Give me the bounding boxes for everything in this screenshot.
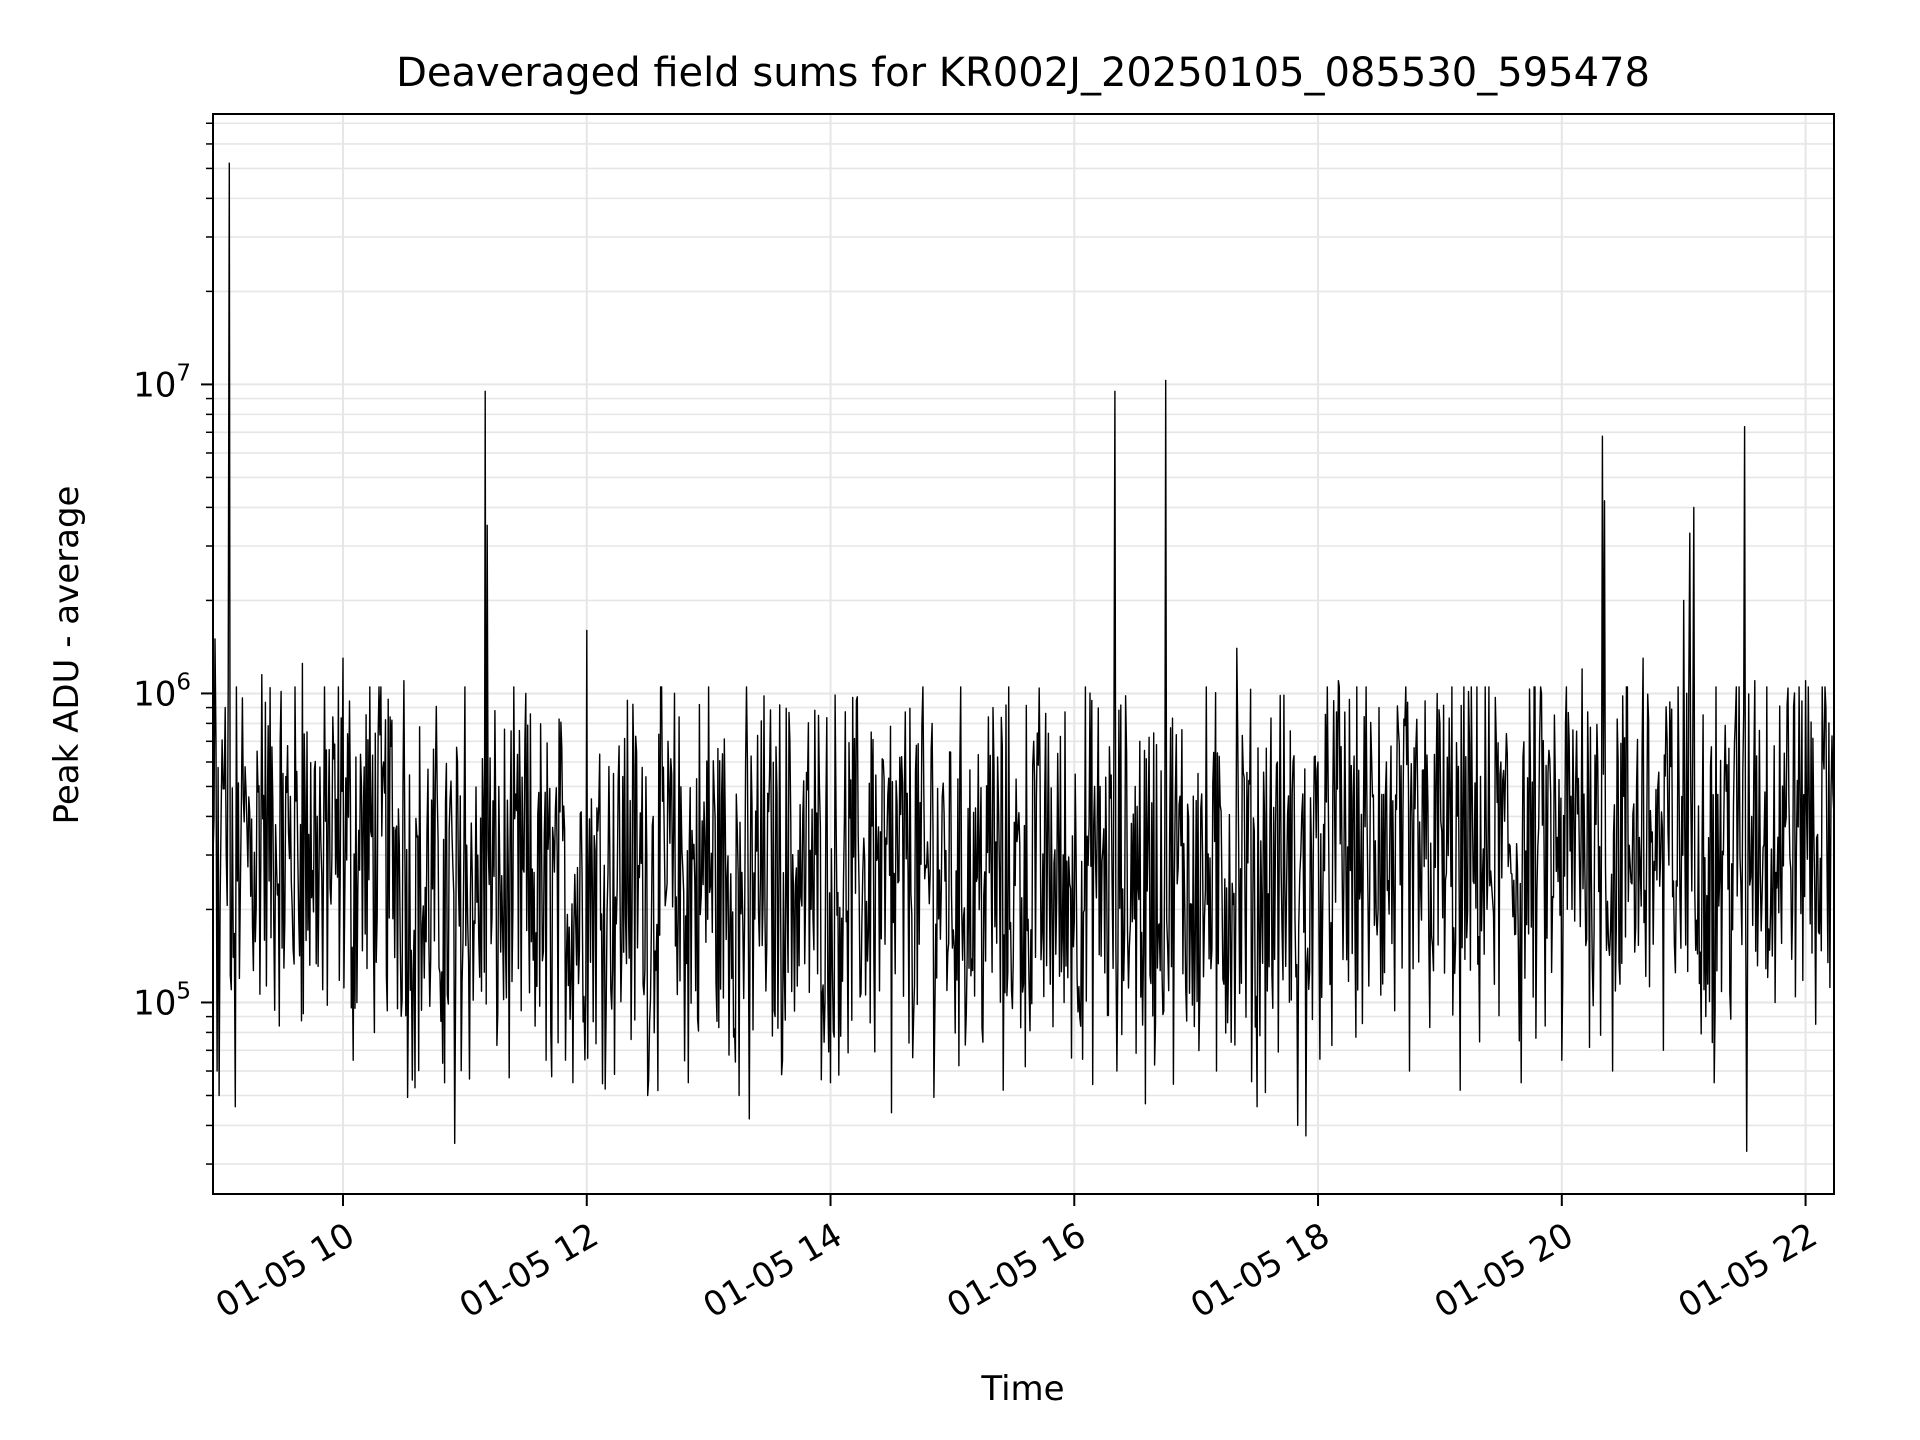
series-line (212, 162, 1835, 1152)
x-axis-label: Time (980, 1369, 1064, 1409)
chart-title: Deaveraged field sums for KR002J_2025010… (396, 50, 1650, 96)
series-layer (212, 162, 1835, 1152)
plot-frame (212, 113, 1835, 1195)
y-tick-exponent: 7 (176, 360, 191, 386)
y-tick-exponent: 6 (176, 669, 191, 695)
y-tick-base: 10 (133, 365, 176, 405)
y-tick-base: 10 (133, 983, 176, 1023)
y-axis-label: Peak ADU - average (47, 486, 87, 825)
y-tick-label: 105 (133, 978, 191, 1023)
y-tick-exponent: 5 (176, 978, 191, 1004)
y-tick-label: 106 (133, 669, 191, 714)
y-tick-label: 107 (133, 360, 191, 405)
y-tick-base: 10 (133, 674, 176, 714)
